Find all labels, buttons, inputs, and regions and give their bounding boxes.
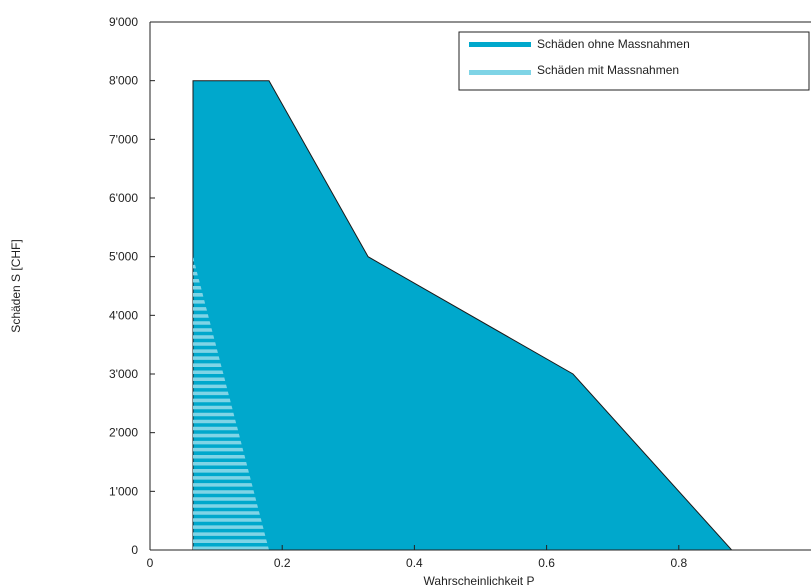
series-stripe-mit-massnahmen <box>193 398 231 403</box>
legend: Schäden ohne Massnahmen Schäden mit Mass… <box>458 31 810 91</box>
series-stripe-mit-massnahmen <box>193 271 198 276</box>
y-tick-label: 0 <box>131 543 138 557</box>
axes <box>149 21 811 551</box>
series-stripe-mit-massnahmen <box>193 321 211 325</box>
series-stripe-mit-massnahmen <box>193 370 224 374</box>
y-tick-label: 4'000 <box>109 308 138 322</box>
series-stripe-mit-massnahmen <box>193 335 215 339</box>
series-stripe-mit-massnahmen <box>193 511 260 515</box>
series-stripe-mit-massnahmen <box>193 440 242 445</box>
series-stripe-mit-massnahmen <box>193 377 226 381</box>
series-stripe-mit-massnahmen <box>193 433 240 438</box>
y-tick-label: 3'000 <box>109 367 138 381</box>
x-tick-label: 0.4 <box>406 556 423 570</box>
series-stripe-mit-massnahmen <box>193 293 204 297</box>
y-tick-label: 1'000 <box>109 484 138 498</box>
series-stripe-mit-massnahmen <box>193 342 217 346</box>
series-stripe-mit-massnahmen <box>193 314 209 318</box>
series-stripe-mit-massnahmen <box>193 307 207 311</box>
legend-label-ohne: Schäden ohne Massnahmen <box>537 37 690 51</box>
series-stripe-mit-massnahmen <box>193 426 238 431</box>
series-stripe-mit-massnahmen <box>193 419 237 424</box>
legend-swatch-mit <box>469 70 531 75</box>
y-tick-label: 5'000 <box>109 250 138 264</box>
series-stripe-mit-massnahmen <box>193 497 257 501</box>
series-stripe-mit-massnahmen <box>193 264 196 269</box>
series-stripe-mit-massnahmen <box>193 279 200 283</box>
series-stripe-mit-massnahmen <box>193 384 227 389</box>
y-tick-label: 8'000 <box>109 74 138 88</box>
x-tick-label: 0.6 <box>538 556 555 570</box>
y-tick-label: 6'000 <box>109 191 138 205</box>
series-stripe-mit-massnahmen <box>193 455 246 459</box>
series-stripe-mit-massnahmen <box>193 356 220 360</box>
series-stripe-mit-massnahmen <box>193 462 248 466</box>
series-stripe-mit-massnahmen <box>193 286 202 290</box>
series-stripe-mit-massnahmen <box>193 539 268 543</box>
series-stripe-mit-massnahmen <box>193 476 251 480</box>
y-tick-label: 9'000 <box>109 15 138 29</box>
series-stripe-mit-massnahmen <box>193 405 233 410</box>
series-area-ohne-massnahmen <box>192 80 733 550</box>
y-axis-title: Schäden S [CHF] <box>9 239 23 332</box>
series-stripe-mit-massnahmen <box>193 518 262 522</box>
x-tick-label: 0 <box>147 556 154 570</box>
y-tick-label: 7'000 <box>109 132 138 146</box>
series-stripe-mit-massnahmen <box>193 469 249 473</box>
series-stripe-mit-massnahmen <box>193 490 255 494</box>
series-stripe-mit-massnahmen <box>193 412 235 417</box>
series-stripe-mit-massnahmen <box>193 257 195 262</box>
legend-swatch-ohne <box>469 42 531 47</box>
series-stripe-mit-massnahmen <box>193 349 218 353</box>
legend-label-mit: Schäden mit Massnahmen <box>537 63 679 77</box>
series-stripe-mit-massnahmen <box>193 546 269 550</box>
ticks: 0 1'000 2'000 3'000 4'000 5'000 6'000 7'000 8'00… <box>109 15 687 570</box>
series-stripe-mit-massnahmen <box>193 447 244 452</box>
x-axis-title: Wahrscheinlichkeit P <box>424 574 535 588</box>
y-tick-label: 2'000 <box>109 426 138 440</box>
x-tick-label: 0.8 <box>670 556 687 570</box>
series-stripe-mit-massnahmen <box>193 391 229 396</box>
x-tick-label: 0.2 <box>274 556 291 570</box>
legend-box <box>458 31 810 91</box>
plot-area <box>192 80 733 550</box>
series-stripe-mit-massnahmen <box>193 363 222 367</box>
series-stripe-mit-massnahmen <box>193 483 253 487</box>
series-stripe-mit-massnahmen <box>193 525 264 529</box>
series-stripe-mit-massnahmen <box>193 328 213 332</box>
series-stripe-mit-massnahmen <box>193 504 258 508</box>
series-stripe-mit-massnahmen <box>193 532 266 536</box>
series-stripe-mit-massnahmen <box>193 300 206 304</box>
